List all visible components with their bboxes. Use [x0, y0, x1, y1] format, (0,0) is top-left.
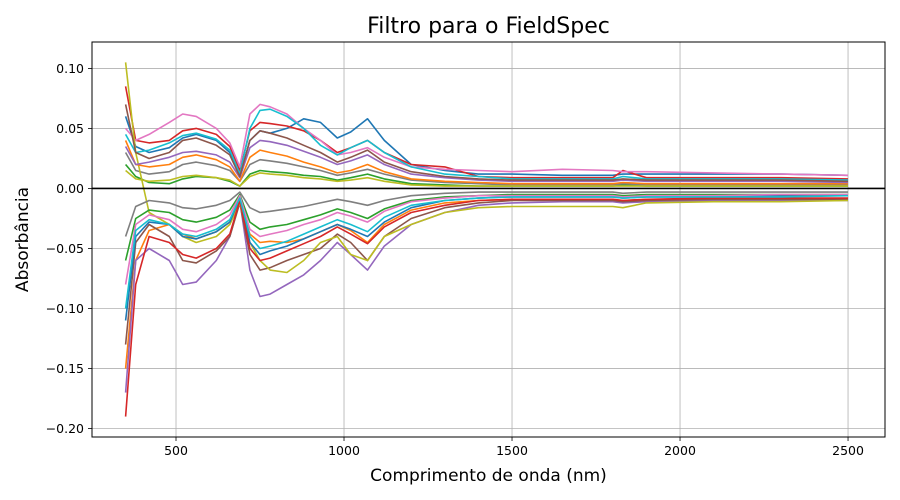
- x-tick-label: 1500: [496, 443, 528, 458]
- series-line-14: [124, 197, 848, 417]
- series-line-16: [124, 104, 849, 183]
- series-line-15: [124, 139, 849, 184]
- series-line-10: [124, 108, 849, 181]
- y-tick-label: −0.15: [46, 361, 84, 376]
- series-line-7: [124, 103, 849, 177]
- y-tick-label: −0.05: [46, 241, 84, 256]
- series-line-8: [124, 152, 848, 186]
- y-tick-label: 0.00: [56, 181, 84, 196]
- y-tick-label: 0.05: [56, 121, 84, 136]
- series-line-6: [124, 198, 848, 345]
- x-tick-label: 1000: [328, 443, 360, 458]
- series-group: [124, 62, 849, 417]
- series-line-17: [124, 193, 848, 285]
- series-line-20: [124, 194, 849, 309]
- series-line-13: [124, 193, 848, 261]
- y-tick-label: 0.10: [56, 61, 84, 76]
- y-tick-label: −0.20: [46, 421, 84, 436]
- series-line-12: [124, 140, 848, 185]
- y-tick-label: −0.10: [46, 301, 84, 316]
- ticks: 500 1000 1500 2000 2500 −0.20 −0.15 −0.10 −0.05 0…: [46, 61, 864, 458]
- series-line-19: [125, 169, 848, 187]
- series-line-18: [124, 191, 848, 237]
- series-line-9: [124, 62, 849, 274]
- series-line-1: [124, 116, 849, 178]
- x-tick-label: 2500: [832, 443, 864, 458]
- chart-title: Filtro para o FieldSpec: [367, 14, 610, 39]
- x-axis-label: Comprimento de onda (nm): [370, 466, 607, 486]
- plot-frame: [91, 41, 886, 438]
- x-tick-label: 2000: [664, 443, 696, 458]
- y-axis-label: Absorbância: [13, 187, 33, 292]
- x-tick-label: 500: [164, 443, 188, 458]
- series-line-5: [124, 199, 848, 393]
- series-line-4: [124, 86, 849, 180]
